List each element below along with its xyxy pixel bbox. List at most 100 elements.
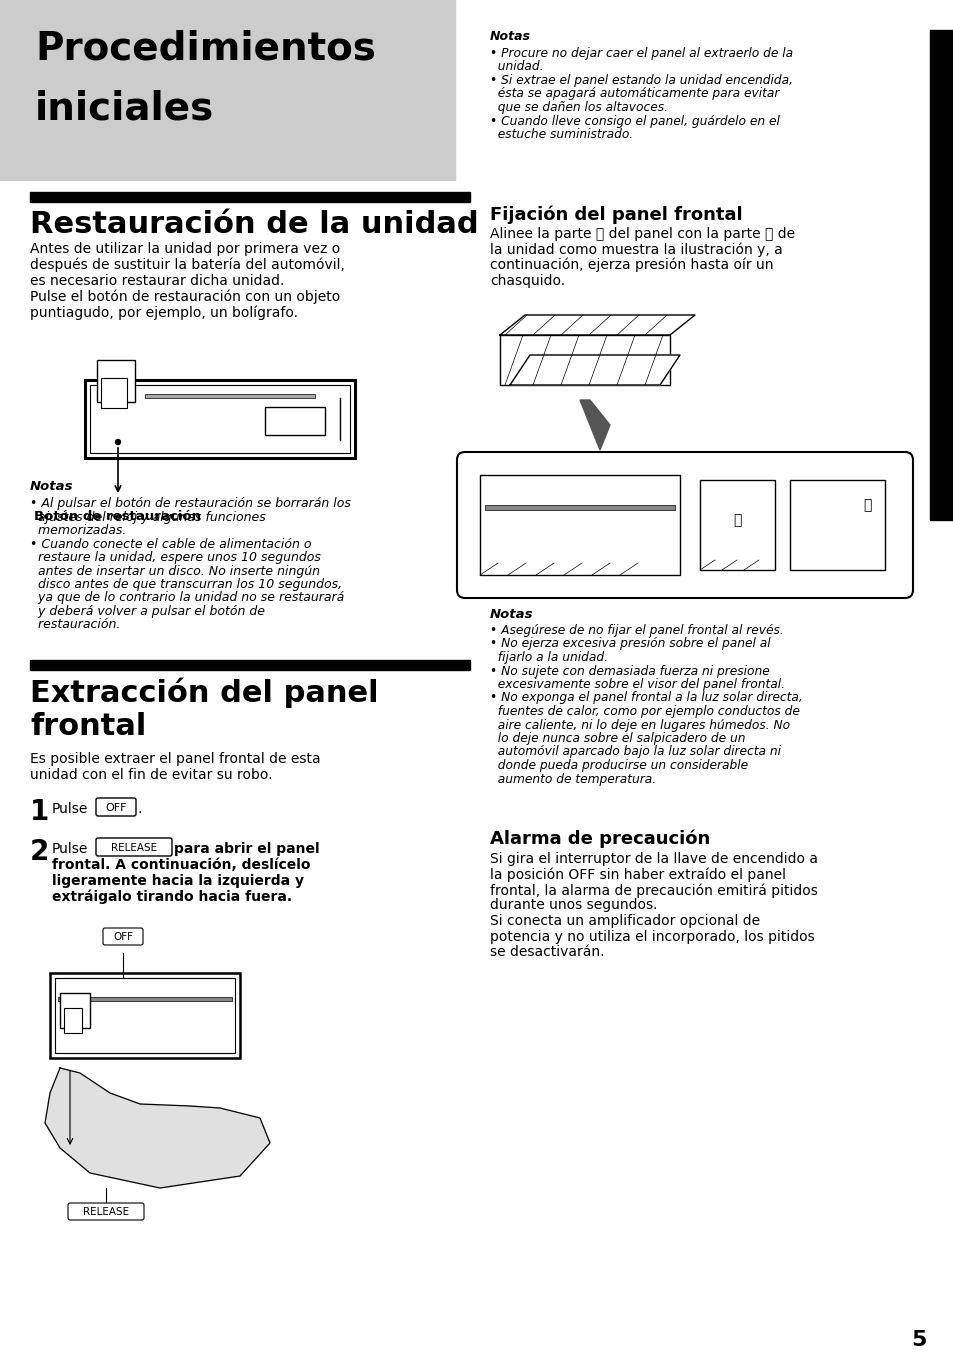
Text: • Si extrae el panel estando la unidad encendida,: • Si extrae el panel estando la unidad e… — [490, 74, 792, 87]
Text: • No ejerza excesiva presión sobre el panel al: • No ejerza excesiva presión sobre el pa… — [490, 638, 770, 650]
Bar — [97, 360, 135, 402]
Text: Notas: Notas — [30, 480, 73, 493]
Text: es necesario restaurar dicha unidad.: es necesario restaurar dicha unidad. — [30, 274, 284, 288]
Text: la posición OFF sin haber extraído el panel: la posición OFF sin haber extraído el pa… — [490, 868, 785, 882]
Text: Pulse el botón de restauración con un objeto: Pulse el botón de restauración con un ob… — [30, 289, 340, 304]
Text: OFF: OFF — [105, 803, 127, 813]
Text: restauración.: restauración. — [30, 618, 120, 631]
Bar — [0, 0, 455, 180]
Text: disco antes de que transcurran los 10 segundos,: disco antes de que transcurran los 10 se… — [30, 579, 342, 591]
Text: ya que de lo contrario la unidad no se restaurará: ya que de lo contrario la unidad no se r… — [30, 592, 344, 604]
Bar — [58, 996, 232, 1000]
Text: Pulse: Pulse — [52, 802, 89, 817]
Text: fuentes de calor, como por ejemplo conductos de: fuentes de calor, como por ejemplo condu… — [490, 704, 799, 718]
Text: restaure la unidad, espere unos 10 segundos: restaure la unidad, espere unos 10 segun… — [30, 552, 320, 564]
Text: frontal: frontal — [30, 713, 146, 741]
Text: aumento de temperatura.: aumento de temperatura. — [490, 772, 656, 786]
Bar — [55, 977, 234, 1053]
Text: Es posible extraer el panel frontal de esta: Es posible extraer el panel frontal de e… — [30, 752, 320, 767]
Polygon shape — [499, 335, 669, 385]
Text: unidad con el fin de evitar su robo.: unidad con el fin de evitar su robo. — [30, 768, 273, 781]
Text: donde pueda producirse un considerable: donde pueda producirse un considerable — [490, 758, 747, 772]
Text: Pulse: Pulse — [52, 842, 89, 856]
Text: Extracción del panel: Extracción del panel — [30, 677, 378, 708]
FancyBboxPatch shape — [456, 452, 912, 598]
Text: .: . — [138, 802, 142, 817]
Text: • No sujete con demasiada fuerza ni presione: • No sujete con demasiada fuerza ni pres… — [490, 664, 769, 677]
FancyBboxPatch shape — [103, 927, 143, 945]
Text: continuación, ejerza presión hasta oír un: continuación, ejerza presión hasta oír u… — [490, 258, 773, 273]
Polygon shape — [499, 315, 695, 335]
Bar — [265, 407, 325, 435]
Text: OFF: OFF — [112, 932, 132, 942]
Text: estuche suministrado.: estuche suministrado. — [490, 128, 633, 141]
Text: 5: 5 — [910, 1330, 925, 1351]
Text: para abrir el panel: para abrir el panel — [173, 842, 319, 856]
Text: Si gira el interruptor de la llave de encendido a: Si gira el interruptor de la llave de en… — [490, 852, 817, 867]
Text: automóvil aparcado bajo la luz solar directa ni: automóvil aparcado bajo la luz solar dir… — [490, 745, 781, 758]
Text: Alinee la parte ⓐ del panel con la parte ⓑ de: Alinee la parte ⓐ del panel con la parte… — [490, 227, 794, 241]
Text: • Asegúrese de no fijar el panel frontal al revés.: • Asegúrese de no fijar el panel frontal… — [490, 625, 783, 637]
Text: • Procure no dejar caer el panel al extraerlo de la: • Procure no dejar caer el panel al extr… — [490, 47, 792, 59]
Bar — [30, 660, 470, 671]
Text: • No exponga el panel frontal a la luz solar directa,: • No exponga el panel frontal a la luz s… — [490, 691, 801, 704]
Text: Antes de utilizar la unidad por primera vez o: Antes de utilizar la unidad por primera … — [30, 242, 340, 256]
Text: Si conecta un amplificador opcional de: Si conecta un amplificador opcional de — [490, 914, 760, 927]
Text: iniciales: iniciales — [35, 91, 214, 128]
Text: después de sustituir la batería del automóvil,: después de sustituir la batería del auto… — [30, 258, 345, 273]
Text: Notas: Notas — [490, 608, 533, 621]
Text: aire caliente, ni lo deje en lugares húmedos. No: aire caliente, ni lo deje en lugares húm… — [490, 718, 789, 731]
Bar — [700, 480, 774, 571]
Polygon shape — [510, 356, 679, 385]
Text: fijarlo a la unidad.: fijarlo a la unidad. — [490, 652, 607, 664]
Text: antes de insertar un disco. No inserte ningún: antes de insertar un disco. No inserte n… — [30, 565, 319, 577]
FancyBboxPatch shape — [96, 838, 172, 856]
Text: Alarma de precaución: Alarma de precaución — [490, 830, 709, 849]
Text: 2: 2 — [30, 838, 50, 867]
Text: ajustes del reloj y algunas funciones: ajustes del reloj y algunas funciones — [30, 511, 266, 523]
Text: RELEASE: RELEASE — [111, 844, 157, 853]
Text: se desactivarán.: se desactivarán. — [490, 945, 604, 959]
Text: Notas: Notas — [490, 30, 531, 43]
Text: Fijación del panel frontal: Fijación del panel frontal — [490, 206, 741, 223]
Bar — [101, 379, 127, 408]
Text: • Cuando lleve consigo el panel, guárdelo en el: • Cuando lleve consigo el panel, guárdel… — [490, 115, 779, 127]
Bar — [50, 973, 240, 1059]
Text: puntiagudo, por ejemplo, un bolígrafo.: puntiagudo, por ejemplo, un bolígrafo. — [30, 306, 297, 320]
Text: Restauración de la unidad: Restauración de la unidad — [30, 210, 478, 239]
Text: chasquido.: chasquido. — [490, 273, 564, 288]
Text: 1: 1 — [30, 798, 50, 826]
Polygon shape — [45, 1068, 270, 1188]
Text: durante unos segundos.: durante unos segundos. — [490, 899, 657, 913]
Bar — [789, 480, 884, 571]
Text: la unidad como muestra la ilustración y, a: la unidad como muestra la ilustración y,… — [490, 242, 781, 257]
Bar — [60, 992, 90, 1028]
Text: • Cuando conecte el cable de alimentación o: • Cuando conecte el cable de alimentació… — [30, 538, 312, 550]
Text: potencia y no utiliza el incorporado, los pitidos: potencia y no utiliza el incorporado, lo… — [490, 930, 814, 944]
Bar — [90, 385, 350, 453]
Bar — [30, 192, 470, 201]
Text: ésta se apagará automáticamente para evitar: ésta se apagará automáticamente para evi… — [490, 88, 779, 100]
Text: • Al pulsar el botón de restauración se borrarán los: • Al pulsar el botón de restauración se … — [30, 498, 351, 510]
Text: ligeramente hacia la izquierda y: ligeramente hacia la izquierda y — [52, 873, 304, 888]
Text: Procedimientos: Procedimientos — [35, 30, 375, 68]
Text: frontal. A continuación, deslícelo: frontal. A continuación, deslícelo — [52, 859, 310, 872]
Text: que se dañen los altavoces.: que se dañen los altavoces. — [490, 101, 667, 114]
Bar — [64, 1009, 82, 1033]
Bar — [85, 380, 355, 458]
Text: lo deje nunca sobre el salpicadero de un: lo deje nunca sobre el salpicadero de un — [490, 731, 744, 745]
Circle shape — [115, 439, 120, 445]
FancyBboxPatch shape — [68, 1203, 144, 1220]
FancyBboxPatch shape — [96, 798, 136, 817]
Text: unidad.: unidad. — [490, 61, 543, 73]
Text: excesivamente sobre el visor del panel frontal.: excesivamente sobre el visor del panel f… — [490, 677, 784, 691]
Bar — [929, 30, 953, 521]
Text: Botón de restauración: Botón de restauración — [34, 510, 201, 523]
Text: ⓑ: ⓑ — [733, 512, 740, 527]
Polygon shape — [579, 400, 609, 450]
Text: RELEASE: RELEASE — [83, 1207, 129, 1217]
Text: y deberá volver a pulsar el botón de: y deberá volver a pulsar el botón de — [30, 604, 265, 618]
Text: ⓐ: ⓐ — [862, 498, 870, 512]
Text: memorizadas.: memorizadas. — [30, 525, 126, 537]
Text: extráigalo tirando hacia fuera.: extráigalo tirando hacia fuera. — [52, 890, 292, 904]
